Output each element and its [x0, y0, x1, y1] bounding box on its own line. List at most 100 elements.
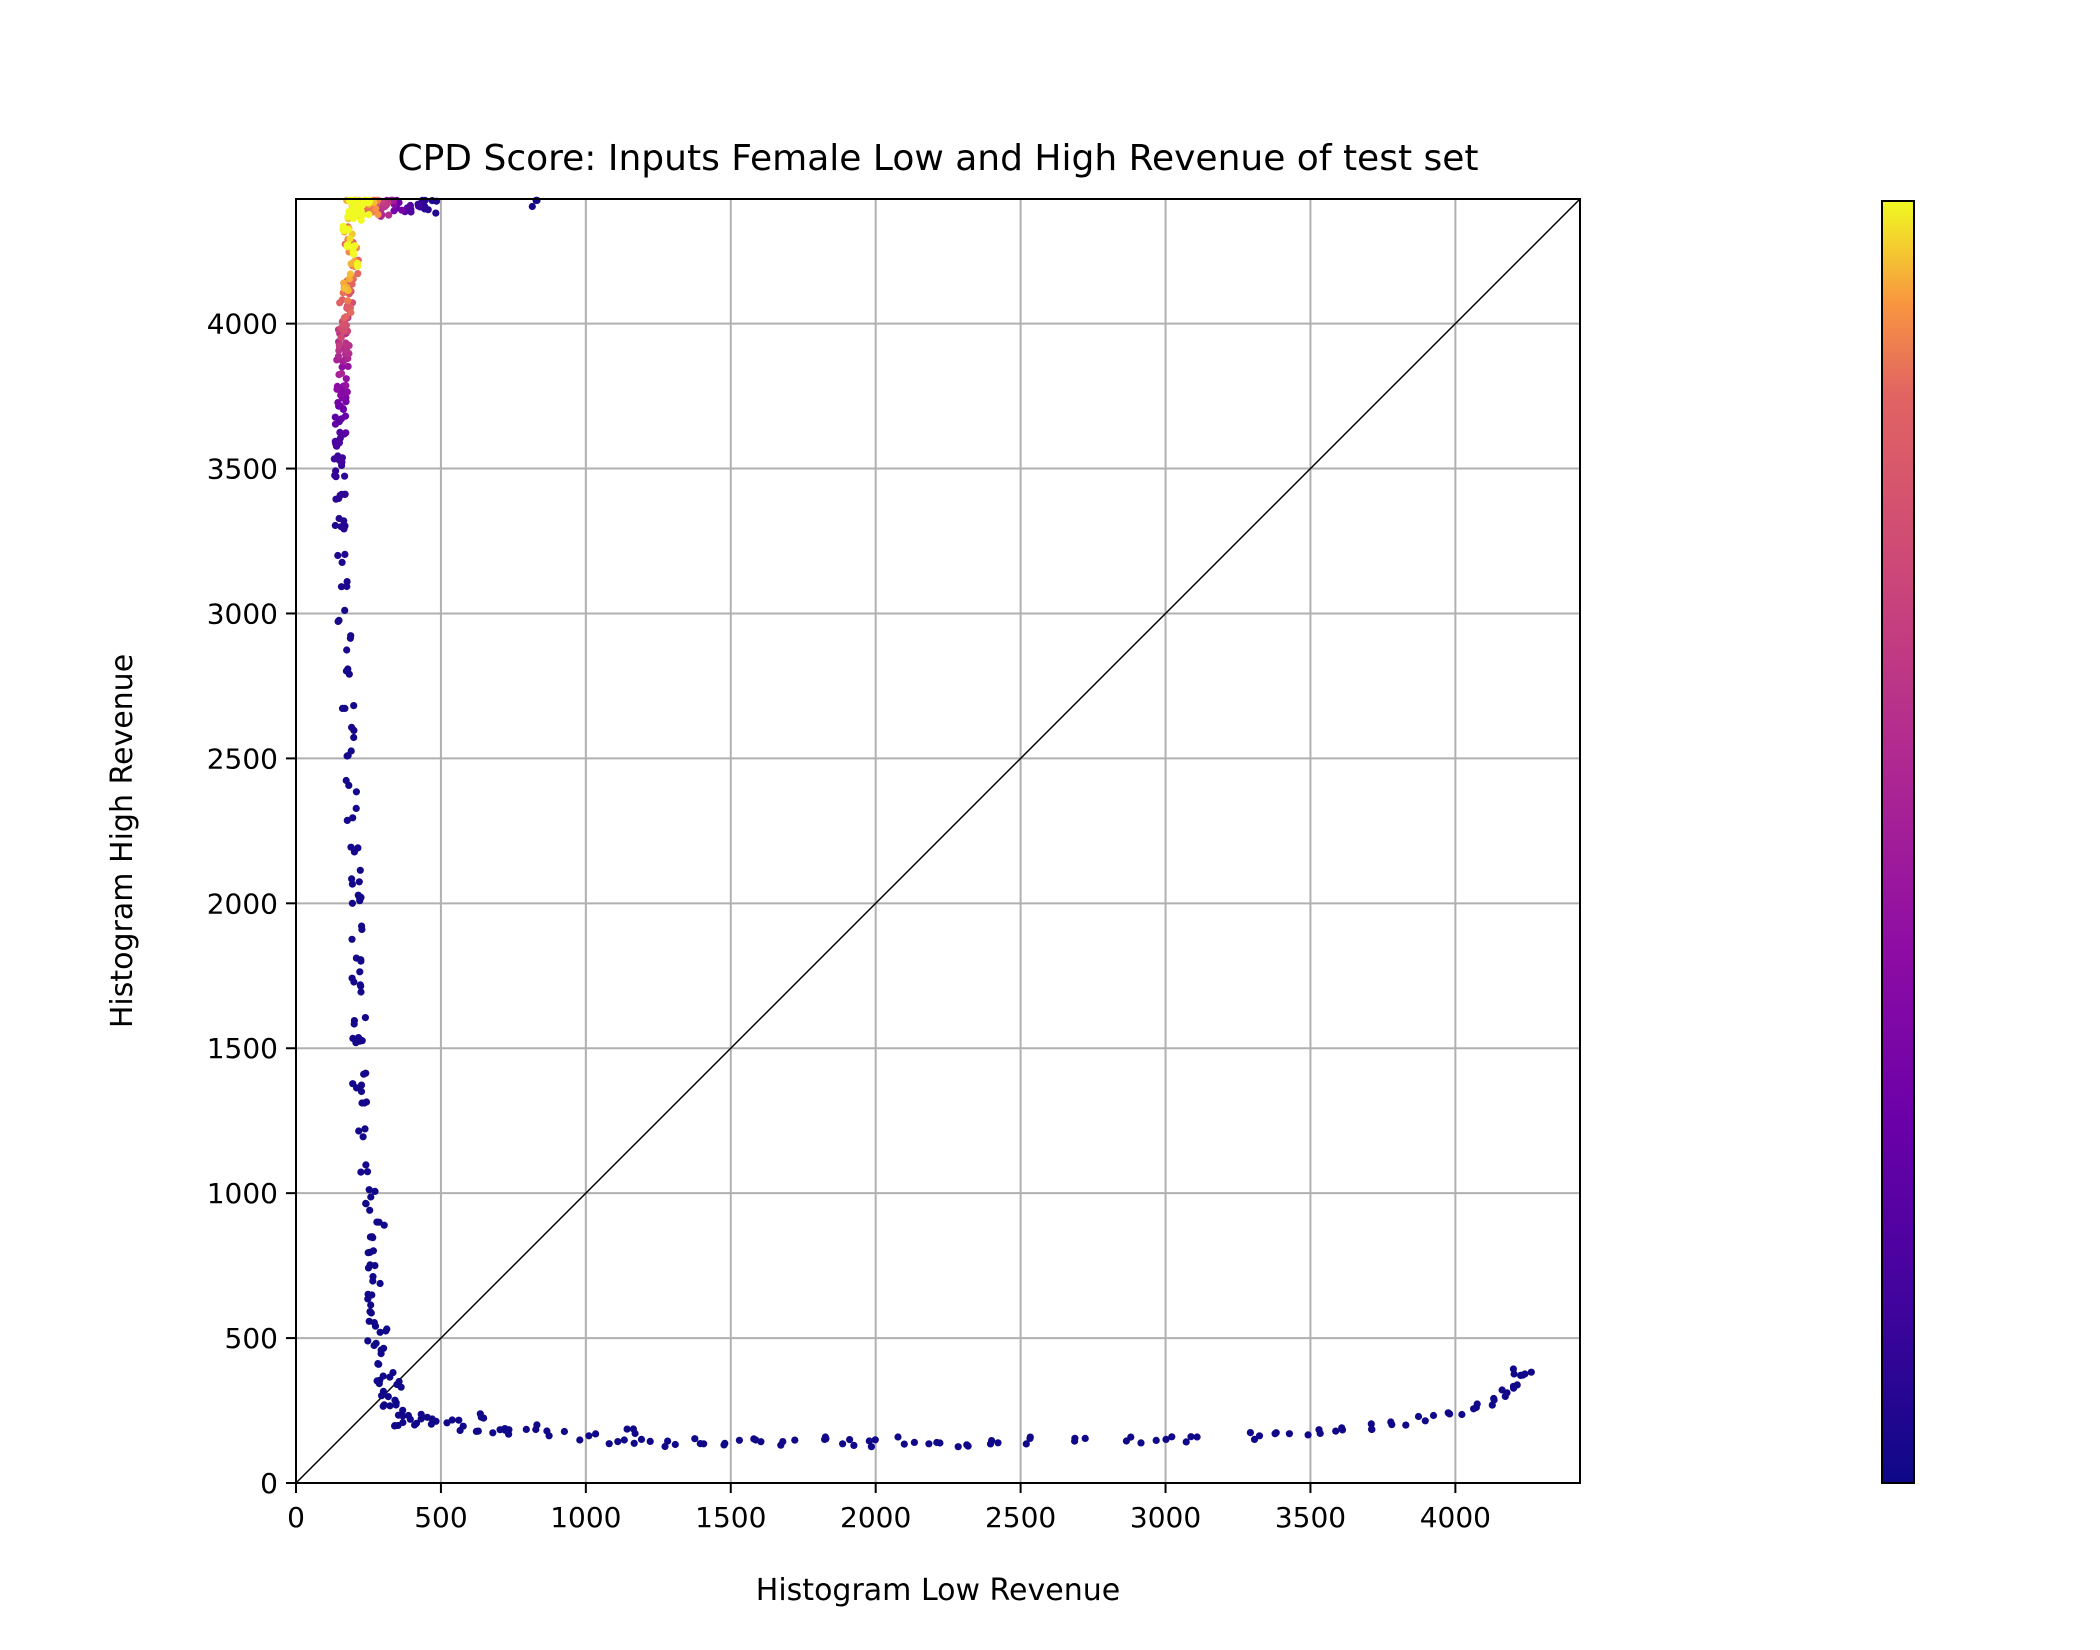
scatter-point	[357, 1087, 366, 1096]
scatter-point	[1026, 1434, 1034, 1442]
scatter-point	[1503, 1389, 1511, 1397]
scatter-point	[352, 954, 360, 962]
y-tick-label: 1000	[207, 1177, 278, 1210]
scatter-point	[374, 1360, 382, 1368]
scatter-point	[585, 1432, 593, 1440]
x-tick-label: 1000	[550, 1501, 621, 1534]
scatter-point	[335, 347, 343, 355]
scatter-point	[337, 391, 345, 399]
scatter-point	[341, 472, 349, 480]
scatter-point	[334, 399, 342, 407]
scatter-point	[341, 412, 350, 420]
scatter-point	[334, 617, 342, 626]
scatter-point	[357, 982, 365, 990]
scatter-point	[341, 550, 349, 559]
scatter-point	[331, 521, 339, 530]
scatter-point	[865, 1437, 873, 1445]
scatter-point	[343, 241, 351, 249]
scatter-point	[358, 1099, 366, 1107]
scatter-point	[1367, 1420, 1375, 1428]
scatter-point	[459, 1422, 467, 1430]
scatter-point	[390, 207, 398, 215]
x-axis-ticks: 0 500 1000 1500 2000 2500 3000 3500 4000	[287, 1483, 1491, 1534]
scatter-point	[1521, 1370, 1529, 1378]
scatter-point	[424, 206, 432, 214]
scatter-point	[1187, 1433, 1195, 1441]
scatter-point	[348, 899, 356, 907]
scatter-point	[357, 1168, 365, 1176]
scatter-point	[330, 455, 338, 463]
scatter-point	[355, 200, 363, 209]
scatter-point	[894, 1433, 902, 1441]
scatter-point	[925, 1440, 933, 1448]
scatter-point	[403, 204, 411, 212]
scatter-point	[1446, 1410, 1454, 1418]
y-tick-label: 2000	[207, 887, 278, 920]
x-tick-label: 0	[287, 1501, 305, 1534]
scatter-point	[369, 1277, 377, 1285]
chart-title: CPD Score: Inputs Female Low and High Re…	[397, 138, 1478, 179]
scatter-point	[850, 1441, 858, 1449]
scatter-point	[910, 1438, 919, 1446]
scatter-point	[406, 1415, 414, 1423]
scatter-point	[349, 1080, 357, 1088]
scatter-point	[335, 514, 343, 523]
x-tick-label: 3500	[1275, 1501, 1346, 1534]
scatter-point	[342, 429, 350, 437]
scatter-point	[1527, 1368, 1535, 1376]
scatter-point	[614, 1438, 622, 1446]
scatter-point	[533, 1421, 541, 1429]
scatter-point	[355, 1127, 363, 1135]
scatter-point	[361, 1125, 369, 1133]
y-tick-label: 500	[225, 1322, 278, 1355]
scatter-point	[1304, 1431, 1312, 1439]
scatter-point	[342, 776, 350, 785]
scatter-point	[392, 1399, 400, 1407]
scatter-point	[867, 1443, 876, 1451]
x-tick-label: 2500	[985, 1501, 1056, 1534]
scatter-point	[356, 866, 364, 874]
scatter-point	[1338, 1424, 1346, 1432]
scatter-point	[348, 880, 356, 888]
scatter-point	[364, 1337, 372, 1345]
scatter-point	[340, 314, 348, 322]
scatter-point	[1246, 1429, 1254, 1437]
scatter-point	[339, 321, 347, 329]
scatter-point	[383, 1325, 391, 1333]
scatter-point	[357, 988, 365, 996]
scatter-point	[344, 226, 353, 234]
scatter-point	[342, 339, 350, 347]
scatter-point	[365, 1186, 373, 1194]
scatter-point	[362, 1200, 370, 1208]
scatter-point	[371, 1187, 379, 1195]
scatter-point	[349, 250, 358, 258]
scatter-point	[356, 968, 364, 976]
scatter-point	[376, 1279, 384, 1288]
scatter-point	[394, 1411, 403, 1419]
scatter-point	[331, 471, 339, 479]
y-tick-label: 0	[260, 1467, 278, 1500]
scatter-point	[691, 1435, 699, 1443]
scatter-point	[350, 702, 358, 710]
scatter-point	[331, 413, 339, 421]
scatter-point	[364, 1264, 373, 1272]
scatter-point	[735, 1436, 744, 1444]
scatter-point	[455, 1416, 463, 1424]
y-axis-label: Histogram High Revenue	[105, 654, 140, 1028]
scatter-point	[352, 804, 360, 813]
x-tick-label: 500	[414, 1501, 467, 1534]
scatter-point	[334, 551, 342, 560]
scatter-point	[351, 242, 359, 250]
scatter-point	[1071, 1434, 1079, 1442]
y-tick-label: 3000	[207, 597, 278, 630]
scatter-point	[620, 1436, 628, 1444]
scatter-point	[367, 1309, 375, 1317]
scatter-point	[338, 490, 346, 498]
scatter-point	[338, 369, 346, 378]
scatter-point	[417, 1410, 425, 1418]
scatter-point	[368, 1291, 376, 1299]
scatter-point	[1137, 1439, 1145, 1447]
scatter-point	[664, 1437, 672, 1445]
y-tick-label: 1500	[207, 1032, 278, 1065]
scatter-point	[338, 704, 347, 713]
